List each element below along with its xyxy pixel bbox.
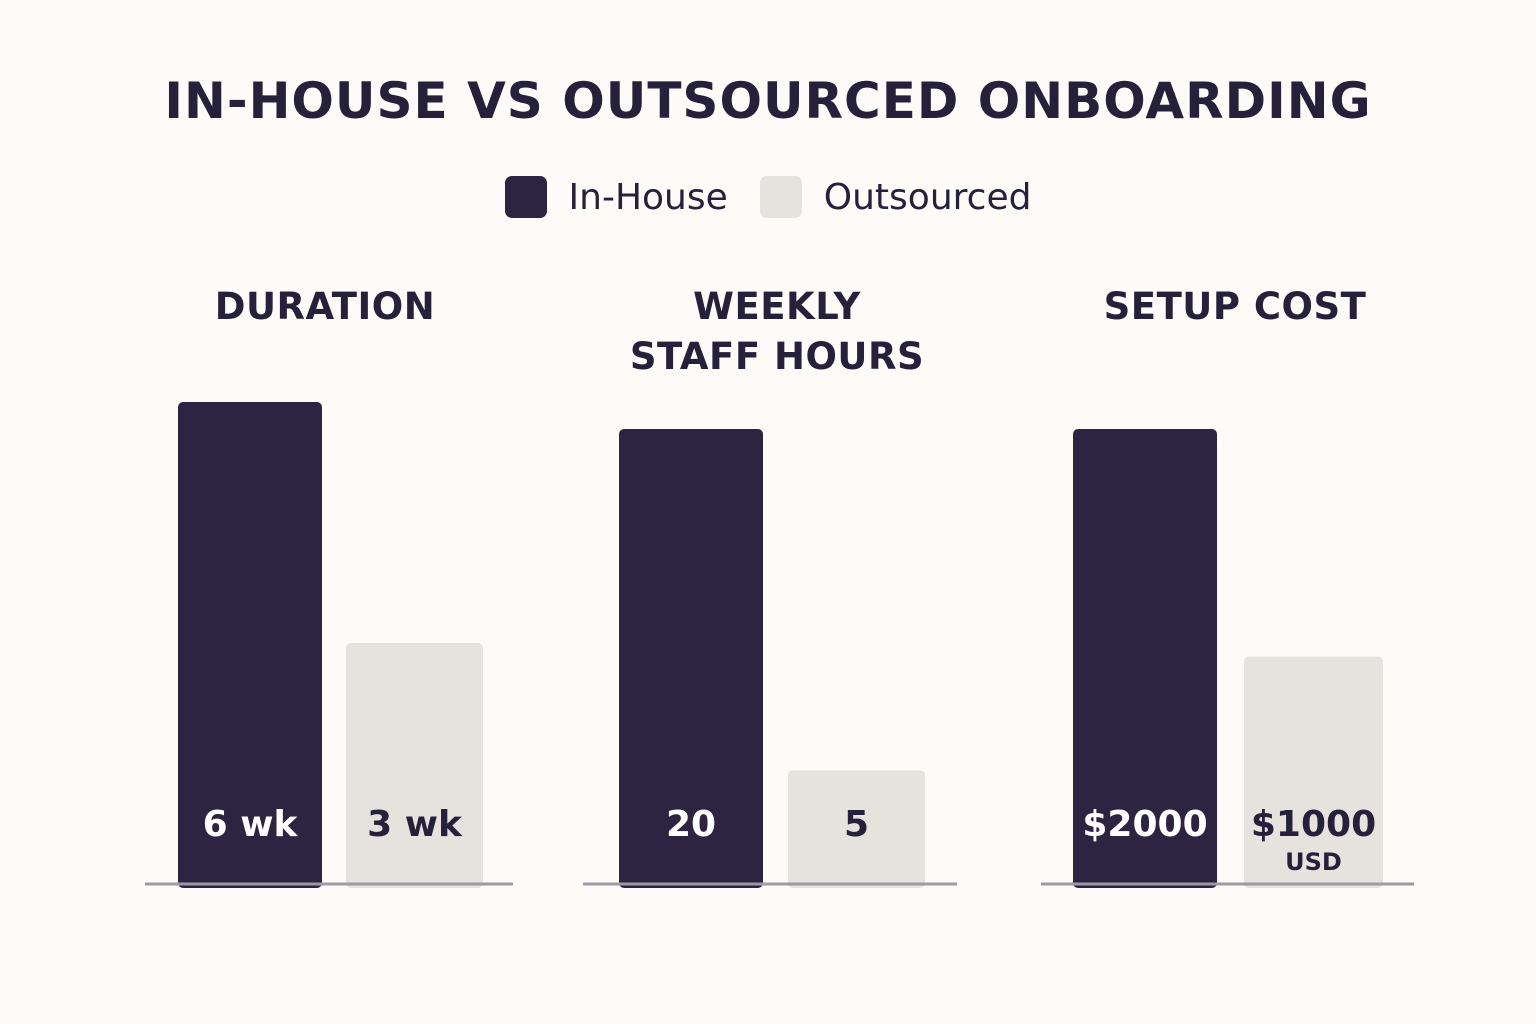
bar-label-weekly-staff-hours-in-house: 20 xyxy=(666,804,716,845)
legend-swatch-in-house xyxy=(504,176,547,218)
bar-label-weekly-staff-hours-outsourced: 5 xyxy=(844,804,869,845)
bar-label-setup-cost-in-house: $2000 xyxy=(1082,804,1207,845)
panel-title-weekly-staff-hours: WEEKLY STAFF HOURS xyxy=(629,285,925,378)
bar-label-duration-outsourced: 3 wk xyxy=(367,804,463,845)
bar-setup-cost-in-house xyxy=(1073,429,1217,888)
legend: In-House Outsourced xyxy=(0,176,1536,218)
panel-title-duration: DURATION xyxy=(214,285,436,328)
legend-label-outsourced: Outsourced xyxy=(823,176,1032,218)
bar-weekly-staff-hours-in-house xyxy=(619,429,763,888)
bar-setup-cost-outsourced xyxy=(1244,656,1383,888)
bar-label-duration-in-house: 6 wk xyxy=(203,804,299,845)
chart-title: IN-HOUSE VS OUTSOURCED ONBOARDING xyxy=(164,72,1372,130)
bar-duration-outsourced xyxy=(346,643,483,888)
bar-duration-in-house xyxy=(178,402,322,888)
legend-swatch-outsourced xyxy=(759,176,802,218)
legend-label-in-house: In-House xyxy=(568,176,728,218)
bar-label-setup-cost-outsourced: $1000 xyxy=(1251,804,1376,845)
legend-item-in-house: In-House xyxy=(504,176,728,218)
bar-sublabel-setup-cost-outsourced: USD xyxy=(1285,848,1342,876)
legend-item-outsourced: Outsourced xyxy=(759,176,1032,218)
bar-weekly-staff-hours-outsourced xyxy=(788,770,925,888)
panel-title-setup-cost: SETUP COST xyxy=(1103,285,1367,328)
